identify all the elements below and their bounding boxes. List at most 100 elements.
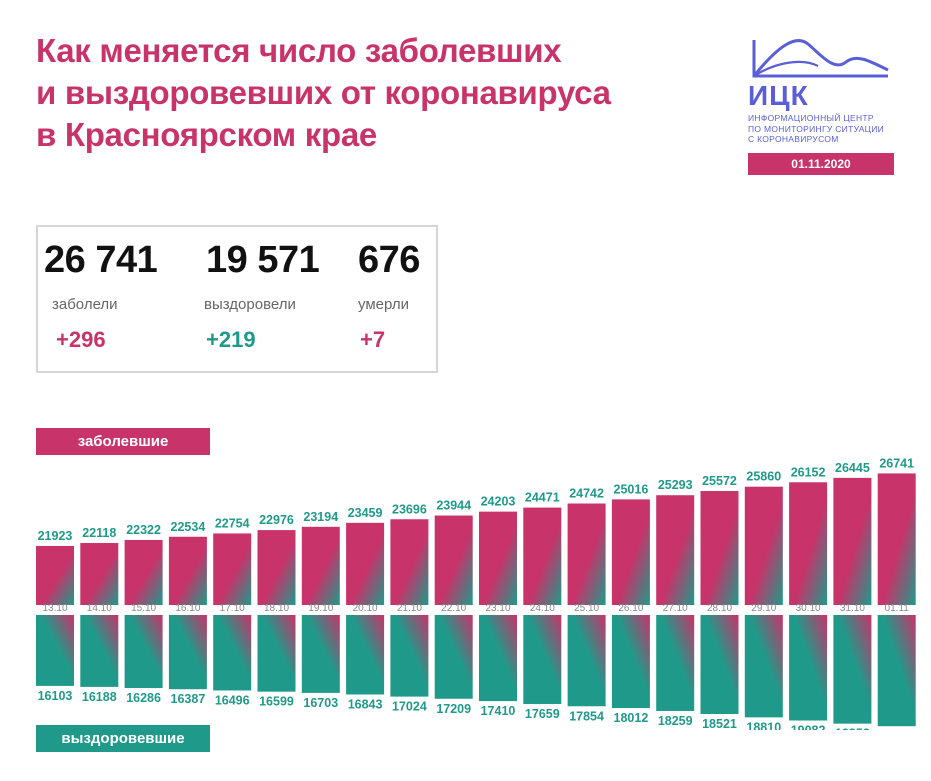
bar-recovered — [80, 615, 119, 687]
date-label: 14.10 — [87, 603, 112, 614]
stat-died-delta: +7 — [360, 327, 386, 352]
legend-sick: заболевшие — [36, 428, 210, 455]
bar-sick — [789, 482, 828, 605]
label-sick: 23696 — [392, 502, 427, 516]
stats-panel: 26 741 заболели +296 19 571 выздоровели … — [36, 225, 438, 373]
bar-recovered — [390, 615, 429, 697]
label-sick: 26152 — [791, 465, 826, 479]
bar-sick — [744, 486, 783, 605]
bar-recovered — [434, 615, 473, 699]
date-label: 25.10 — [574, 603, 599, 614]
label-recovered: 16843 — [348, 698, 383, 712]
bar-recovered — [168, 615, 207, 690]
bar-recovered — [36, 615, 74, 686]
date-label: 19.10 — [308, 603, 333, 614]
bar-recovered — [479, 615, 517, 702]
bar-sick — [434, 515, 473, 605]
stat-recovered-delta: +219 — [206, 327, 256, 352]
bar-recovered — [213, 615, 252, 691]
label-sick: 26445 — [835, 461, 870, 475]
logo: ИЦК Информационный центр по мониторингу … — [748, 36, 898, 175]
label-sick: 22976 — [259, 513, 294, 527]
stat-sick-label: заболели — [52, 296, 118, 313]
bar-recovered — [877, 615, 916, 727]
label-recovered: 18810 — [746, 720, 781, 730]
label-sick: 23194 — [303, 510, 338, 524]
date-label: 23.10 — [485, 603, 510, 614]
date-label: 21.10 — [397, 603, 422, 614]
label-recovered: 17854 — [569, 709, 604, 723]
stat-recovered-value: 19 571 — [206, 239, 320, 281]
date-label: 24.10 — [530, 603, 555, 614]
label-recovered: 16286 — [126, 691, 161, 705]
label-recovered: 19082 — [791, 724, 826, 730]
label-sick: 21923 — [38, 529, 73, 543]
label-recovered: 18521 — [702, 717, 737, 730]
bar-sick — [700, 491, 739, 605]
date-label: 15.10 — [131, 603, 156, 614]
date-label: 17.10 — [220, 603, 245, 614]
title-line-3: в Красноярском крае — [36, 116, 377, 153]
date-label: 13.10 — [42, 603, 67, 614]
bar-sick — [567, 503, 606, 605]
bar-sick — [257, 530, 296, 605]
label-recovered: 17209 — [436, 702, 471, 716]
label-recovered: 16599 — [259, 695, 294, 709]
bar-recovered — [523, 615, 562, 704]
bar-recovered — [656, 615, 695, 711]
logo-text: Информационный центр по мониторингу ситу… — [748, 113, 885, 144]
date-label: 18.10 — [264, 603, 289, 614]
bar-sick — [168, 536, 207, 605]
date-label: 29.10 — [751, 603, 776, 614]
legend-recovered: выздоровевшие — [36, 725, 210, 752]
label-recovered: 17659 — [525, 707, 560, 721]
bar-sick — [390, 519, 429, 605]
bar-sick — [346, 522, 385, 605]
date-label: 20.10 — [353, 603, 378, 614]
bar-recovered — [567, 615, 606, 707]
label-sick: 24203 — [481, 495, 516, 509]
bar-sick — [301, 526, 340, 605]
label-recovered: 16188 — [82, 690, 117, 704]
stat-died: 676 умерли +7 — [358, 239, 420, 353]
label-sick: 23944 — [436, 499, 471, 513]
label-sick: 24742 — [569, 487, 604, 501]
bar-chart: 21923 13.10 16103 22118 14.10 16188 22322 15.10… — [36, 456, 916, 730]
date-label: 01.11 — [885, 603, 910, 614]
label-sick: 25572 — [702, 474, 737, 488]
bar-recovered — [744, 615, 783, 718]
bar-sick — [479, 511, 517, 605]
bar-recovered — [611, 615, 650, 709]
stat-died-value: 676 — [358, 239, 420, 281]
logo-abbr: ИЦК — [748, 80, 809, 111]
label-sick: 22118 — [82, 526, 116, 540]
label-sick: 25860 — [746, 470, 781, 484]
label-sick: 22754 — [215, 516, 250, 530]
label-recovered: 16703 — [303, 696, 338, 710]
report-date: 01.11.2020 — [748, 152, 894, 175]
title-line-1: Как меняется число заболевших — [36, 32, 562, 69]
label-recovered: 16387 — [171, 692, 206, 706]
label-recovered: 16103 — [38, 689, 73, 703]
date-label: 16.10 — [175, 603, 200, 614]
bar-sick — [523, 507, 562, 605]
label-recovered: 17024 — [392, 700, 427, 714]
label-sick: 24471 — [525, 491, 560, 505]
bar-sick — [611, 499, 650, 605]
date-label: 31.10 — [840, 603, 865, 614]
label-sick: 25293 — [658, 478, 693, 492]
label-recovered: 16496 — [215, 693, 250, 707]
bar-recovered — [257, 615, 296, 692]
label-recovered: 18012 — [614, 711, 649, 725]
bar-recovered — [789, 615, 828, 721]
label-recovered: 19352 — [835, 727, 870, 730]
stat-sick-delta: +296 — [56, 327, 106, 352]
bar-sick — [833, 477, 872, 605]
title-line-2: и выздоровевших от коронавируса — [36, 74, 611, 111]
label-recovered: 17410 — [481, 704, 516, 718]
bar-sick — [124, 539, 163, 605]
stat-recovered: 19 571 выздоровели +219 — [204, 239, 320, 353]
bar-sick — [80, 543, 119, 605]
date-label: 26.10 — [618, 603, 643, 614]
label-sick: 25016 — [614, 482, 649, 496]
